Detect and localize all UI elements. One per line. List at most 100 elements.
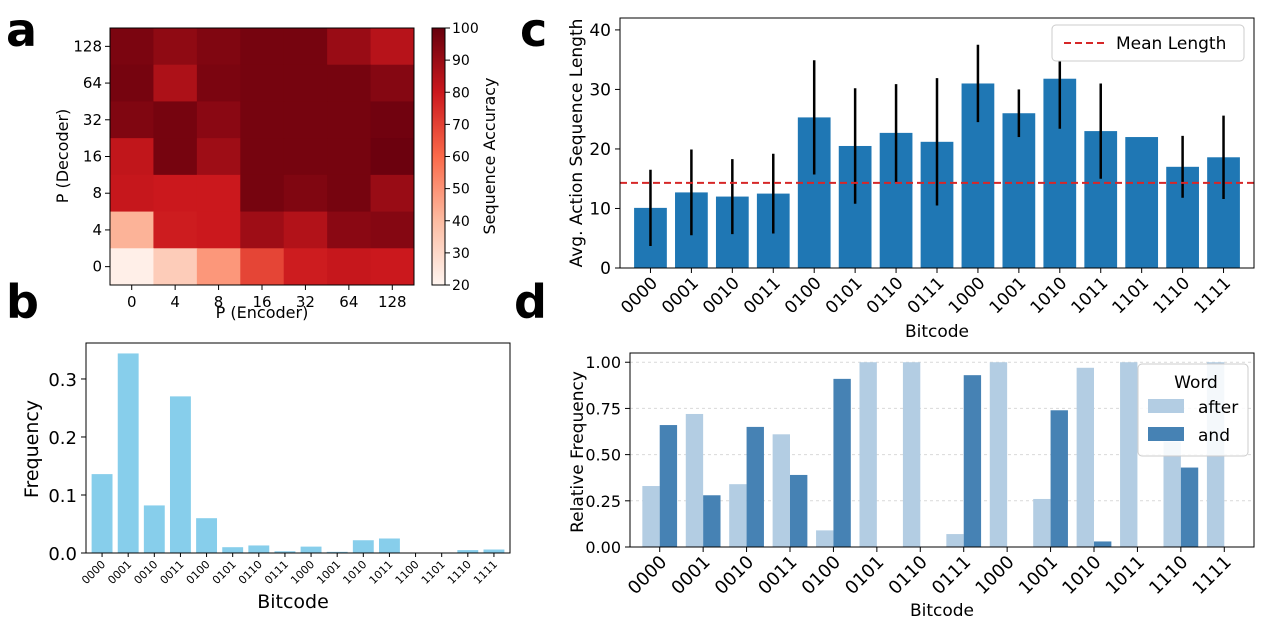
panel-c-x-tick-label: 0101	[822, 273, 867, 318]
panel-c-x-tick-label: 0011	[740, 273, 785, 318]
relative-frequency-bar-and	[659, 425, 678, 547]
heatmap-cell	[240, 211, 285, 249]
legend-title: Word	[1174, 373, 1218, 393]
panel-c-x-tick-label: 0000	[617, 273, 662, 318]
heatmap-cell	[196, 174, 241, 213]
heatmap-cell	[153, 138, 198, 176]
heatmap-cell	[327, 101, 372, 139]
heatmap-cell	[370, 174, 415, 213]
heatmap-cell	[327, 211, 372, 249]
relative-frequency-bar-after	[946, 534, 964, 547]
legend-and-label: and	[1198, 426, 1230, 446]
panel-b-y-tick-label: 0.3	[48, 370, 77, 391]
heatmap-cell	[196, 64, 241, 102]
heatmap-cell	[327, 248, 372, 286]
colorbar-tick-label: 30	[452, 246, 470, 262]
heatmap-cell	[370, 64, 415, 102]
heatmap-cell	[283, 64, 328, 102]
heatmap-cell	[196, 248, 241, 286]
frequency-bar	[352, 540, 374, 553]
relative-frequency-bar-after	[772, 434, 790, 547]
frequency-bar	[326, 551, 348, 553]
frequency-bar	[143, 505, 165, 553]
relative-frequency-bar-after	[685, 413, 704, 547]
frequency-bar	[300, 546, 322, 553]
relative-frequency-bar-and	[963, 375, 982, 547]
panel-b-x-tick-label: 1011	[367, 558, 396, 587]
heatmap-cell	[283, 248, 328, 286]
relative-frequency-bar-after	[816, 530, 834, 547]
heatmap-cell	[153, 101, 198, 139]
panel-c-legend-box	[1051, 24, 1245, 62]
panel-d-y-tick-label: 0.25	[585, 492, 621, 511]
heatmap-cell	[196, 211, 241, 249]
panel-d-x-label: Bitcode	[910, 601, 974, 621]
panel-b-x-label: Bitcode	[257, 591, 329, 613]
panel-c-y-tick-label: 20	[589, 140, 611, 160]
bar-chart-panel-c: 0 10 20 30 40 000000010010001101000101011001…	[567, 17, 1255, 342]
heatmap-cell	[283, 174, 328, 213]
panel-d-x-tick-label: 1010	[1058, 552, 1105, 599]
relative-frequency-bar-and	[790, 474, 808, 547]
heatmap-cell	[370, 211, 415, 249]
panel-c-x-tick-label: 0110	[863, 273, 908, 318]
panel-b-y-tick-label: 0.0	[48, 544, 77, 565]
panel-c-x-tick-label: 1001	[986, 273, 1031, 318]
relative-frequency-bar-after	[859, 362, 877, 547]
relative-frequency-bar-after	[1033, 498, 1051, 547]
colorbar-tick-label: 20	[452, 278, 470, 294]
relative-frequency-bar-after	[902, 362, 921, 547]
heatmap-cell	[240, 174, 285, 213]
heatmap-cell	[370, 101, 415, 139]
panel-c-x-tick-label: 1101	[1108, 273, 1153, 318]
panel-d-frame	[629, 352, 1255, 548]
panel-d-x-tick-label: 1000	[971, 552, 1018, 599]
panel-b-x-tick-label: 0011	[158, 558, 187, 587]
heatmap-x-tick-label: 64	[339, 293, 358, 311]
relative-frequency-bar-after	[1120, 362, 1138, 547]
panel-c-x-tick-label: 0100	[781, 273, 826, 318]
heatmap-cell	[327, 174, 372, 213]
panel-c-x-tick-label: 1111	[1190, 273, 1235, 318]
panel-d-x-tick-label: 0101	[841, 552, 888, 599]
heatmap-x-tick-label: 32	[296, 293, 315, 311]
panel-d-x-tick-label: 0110	[885, 552, 932, 599]
heatmap-cell	[283, 138, 328, 176]
heatmap-cell	[110, 211, 154, 249]
heatmap-cell	[153, 28, 198, 66]
frequency-bar	[91, 474, 113, 553]
bar-chart-panel-b: 0.00.10.20.3 000000010010001101000101011…	[21, 342, 511, 613]
panel-b-y-label: Frequency	[21, 400, 43, 498]
legend-and-swatch-icon	[1148, 427, 1184, 441]
heatmap-cell	[327, 64, 372, 102]
heatmap-cell	[153, 211, 198, 249]
frequency-bar	[196, 518, 218, 553]
panel-d-x-tick-label: 0001	[667, 552, 714, 599]
panel-d-x-tick-label: 1001	[1015, 552, 1062, 599]
panel-b-x-tick-label: 0101	[210, 558, 239, 587]
colorbar-tick-label: 70	[452, 117, 470, 133]
heatmap-cell	[196, 101, 241, 139]
frequency-bar	[274, 551, 296, 553]
relative-frequency-bar-after	[642, 486, 660, 547]
heatmap-cell	[110, 64, 154, 102]
heatmap-cell	[196, 28, 241, 66]
heatmap-y-tick-label: 0	[92, 258, 102, 276]
panel-d-x-tick-label: 0010	[711, 552, 758, 599]
panel-c-x-label: Bitcode	[905, 322, 969, 342]
panel-b-x-tick-label: 1110	[445, 558, 474, 587]
legend-after-label: after	[1198, 398, 1238, 418]
panel-b-x-tick-label: 1100	[393, 558, 422, 587]
panel-label-c: c	[520, 3, 547, 57]
panel-d-x-tick-label: 0011	[754, 552, 801, 599]
heatmap-cell	[327, 138, 372, 176]
heatmap-cell	[153, 174, 198, 213]
panel-c-y-tick-label: 10	[589, 199, 611, 219]
heatmap-x-tick-label: 16	[252, 293, 271, 311]
relative-frequency-bar-and	[1050, 410, 1068, 547]
frequency-bar	[222, 547, 244, 553]
heatmap-cell	[283, 28, 328, 66]
heatmap-cell	[240, 138, 285, 176]
relative-frequency-bar-and	[833, 378, 851, 547]
